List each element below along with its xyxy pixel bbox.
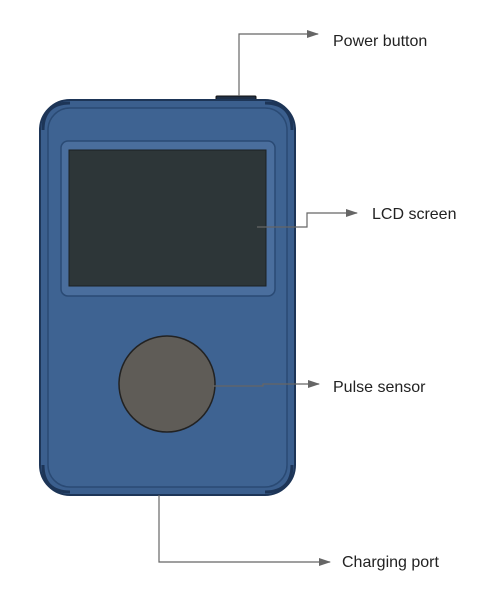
lcd-screen: [68, 149, 267, 287]
pulse-sensor-leader: [213, 380, 320, 388]
charging-port-leader: [158, 495, 331, 566]
corner-detail-tl: [41, 101, 71, 131]
pulse-sensor: [118, 335, 216, 433]
charging-port-label: Charging port: [342, 554, 440, 571]
pulse-sensor-label: Pulse sensor: [333, 379, 426, 396]
corner-detail-tr: [264, 101, 294, 131]
lcd-assembly: [60, 140, 276, 297]
lcd-screen-leader: [257, 209, 358, 228]
power-button-leader: [238, 30, 319, 96]
corner-detail-bl: [41, 464, 71, 494]
corner-detail-br: [264, 464, 294, 494]
lcd-screen-label: LCD screen: [372, 206, 456, 223]
power-button-label: Power button: [333, 33, 427, 50]
